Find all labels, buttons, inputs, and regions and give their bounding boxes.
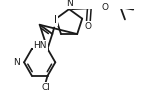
Text: Cl: Cl — [41, 83, 50, 92]
Text: O: O — [101, 3, 108, 12]
Text: N: N — [13, 58, 20, 67]
Text: I: I — [54, 15, 57, 25]
Text: HN: HN — [33, 41, 47, 50]
Text: O: O — [85, 22, 92, 31]
Text: N: N — [66, 0, 73, 8]
